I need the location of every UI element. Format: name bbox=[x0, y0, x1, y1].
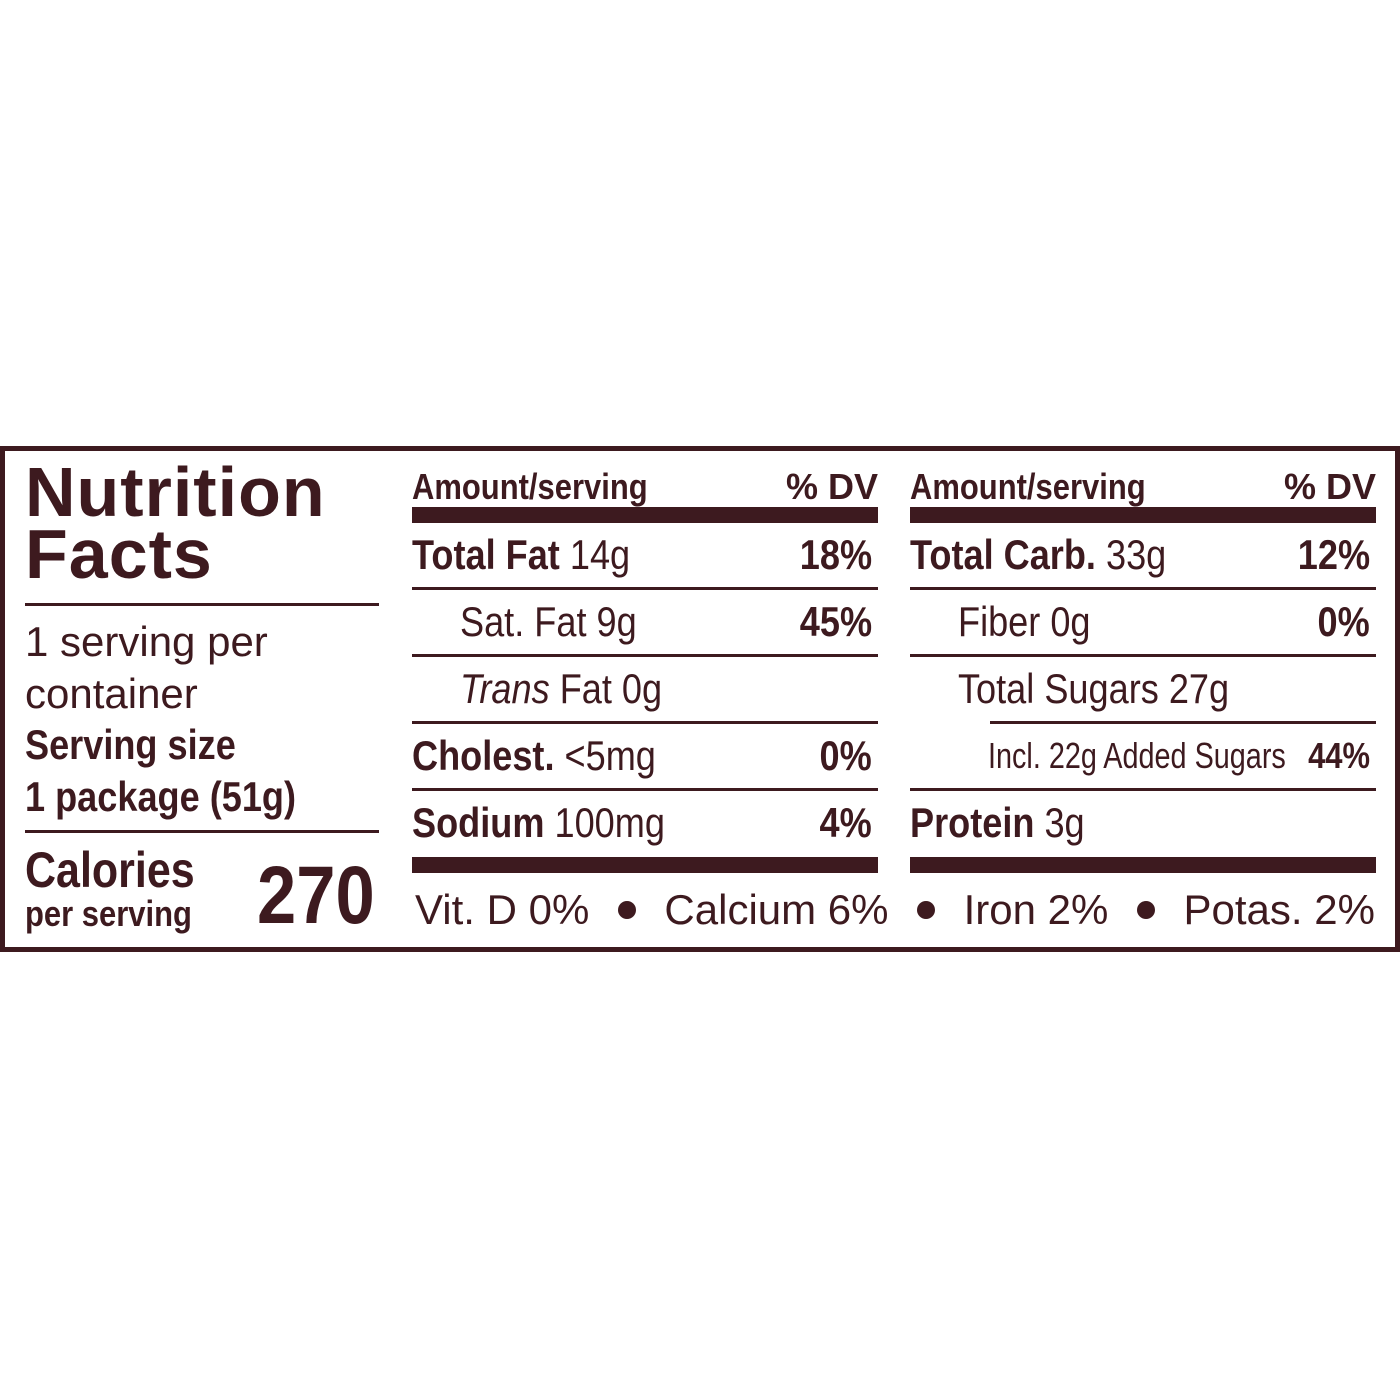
calories-label: Calories bbox=[25, 842, 222, 898]
calories-value-text: 270 bbox=[257, 850, 375, 941]
row-added-sugars: Incl. 22g Added Sugars 44% bbox=[910, 724, 1376, 791]
nutrient-dv: 0% bbox=[819, 732, 872, 779]
header-dv: % DV bbox=[1283, 466, 1376, 507]
divider bbox=[25, 830, 379, 833]
calories-label-text: Calories bbox=[25, 842, 195, 898]
calcium: Calcium 6% bbox=[664, 886, 889, 933]
nutrient-dv: 4% bbox=[819, 799, 872, 846]
row-sat-fat: Sat. Fat 9g 45% bbox=[412, 590, 878, 657]
nutrient-name: Cholest. bbox=[412, 732, 555, 779]
header-amount: Amount/serving bbox=[412, 466, 648, 507]
vitamin-d: Vit. D 0% bbox=[415, 886, 590, 933]
nutrient-amount: 3g bbox=[1044, 799, 1085, 846]
nutrient-name: Total Sugars bbox=[958, 665, 1159, 712]
iron: Iron 2% bbox=[963, 886, 1109, 933]
nutrient-dv: 18% bbox=[799, 531, 872, 578]
servings-line-2: container bbox=[25, 670, 198, 717]
thick-bar bbox=[412, 507, 878, 523]
nutrient-amount: 0g bbox=[621, 665, 663, 712]
nutrient-name-italic: Trans bbox=[460, 665, 550, 712]
row-cholesterol: Cholest. <5mg 0% bbox=[412, 724, 878, 791]
serving-size: Serving size 1 package (51g) bbox=[25, 719, 340, 823]
column-header: Amount/serving % DV bbox=[910, 467, 1376, 507]
nutrients-column-2: Amount/serving % DV Total Carb. 33g 12% … bbox=[910, 451, 1376, 881]
nutrient-amount: 14g bbox=[569, 531, 631, 578]
nutrient-dv: 45% bbox=[799, 598, 872, 645]
row-total-fat: Total Fat 14g 18% bbox=[412, 523, 878, 590]
column-header: Amount/serving % DV bbox=[412, 467, 878, 507]
bullet-icon bbox=[617, 901, 636, 919]
nutrient-dv: 12% bbox=[1297, 531, 1370, 578]
nutrient-name: Incl. 22g Added Sugars bbox=[988, 735, 1286, 776]
nutrient-name: Sat. Fat bbox=[460, 598, 587, 645]
nutrient-name: Protein bbox=[910, 799, 1035, 846]
nutrient-name: Fiber bbox=[958, 598, 1041, 645]
servings-line-1: 1 serving per bbox=[25, 618, 268, 665]
nutrient-amount: 100mg bbox=[554, 799, 665, 846]
row-trans-fat: Trans Fat 0g bbox=[412, 657, 878, 724]
calories-sub-text: per serving bbox=[25, 893, 192, 934]
row-sodium: Sodium 100mg 4% bbox=[412, 791, 878, 855]
nutrient-amount: 0g bbox=[1050, 598, 1091, 645]
bullet-icon bbox=[917, 901, 936, 919]
nutrient-amount: 27g bbox=[1168, 665, 1230, 712]
thick-bar bbox=[910, 507, 1376, 523]
nutrient-dv: 44% bbox=[1308, 735, 1370, 776]
serving-size-value: 1 package (51g) bbox=[25, 773, 297, 820]
potassium: Potas. 2% bbox=[1183, 886, 1375, 933]
row-protein: Protein 3g bbox=[910, 791, 1376, 855]
row-fiber: Fiber 0g 0% bbox=[910, 590, 1376, 657]
title-line-2: Facts bbox=[25, 515, 213, 593]
header-dv: % DV bbox=[785, 466, 878, 507]
nutrient-dv: 0% bbox=[1317, 598, 1370, 645]
thick-bar bbox=[412, 857, 878, 873]
servings-per-container: 1 serving per container bbox=[25, 616, 268, 720]
divider bbox=[25, 603, 379, 606]
row-total-carb: Total Carb. 33g 12% bbox=[910, 523, 1376, 590]
header-amount: Amount/serving bbox=[910, 466, 1146, 507]
nutrient-name: Sodium bbox=[412, 799, 545, 846]
divider bbox=[990, 721, 1376, 724]
vitamins-minerals: Vit. D 0% Calcium 6% Iron 2% Potas. 2% bbox=[415, 885, 1375, 935]
title-line-1: Nutrition bbox=[25, 453, 326, 531]
nutrient-name: Total Carb. bbox=[910, 531, 1096, 578]
thick-bar bbox=[910, 857, 1376, 873]
calories-sub: per serving bbox=[25, 895, 219, 933]
nutrient-amount: <5mg bbox=[564, 732, 656, 779]
calories-value: 270 bbox=[257, 851, 394, 941]
nutrient-amount: 33g bbox=[1105, 531, 1167, 578]
nutrition-facts-panel: Nutrition Facts 1 serving per container … bbox=[0, 446, 1400, 952]
nutrient-name: Fat bbox=[559, 665, 612, 712]
row-total-sugars: Total Sugars 27g bbox=[910, 657, 1376, 721]
nutrient-amount: 9g bbox=[596, 598, 637, 645]
nutrient-name: Total Fat bbox=[412, 531, 560, 578]
nutrients-column-1: Amount/serving % DV Total Fat 14g 18% Sa… bbox=[412, 451, 878, 881]
bullet-icon bbox=[1136, 901, 1155, 919]
nutrition-facts-title: Nutrition Facts bbox=[25, 453, 326, 593]
serving-size-label: Serving size bbox=[25, 721, 236, 768]
